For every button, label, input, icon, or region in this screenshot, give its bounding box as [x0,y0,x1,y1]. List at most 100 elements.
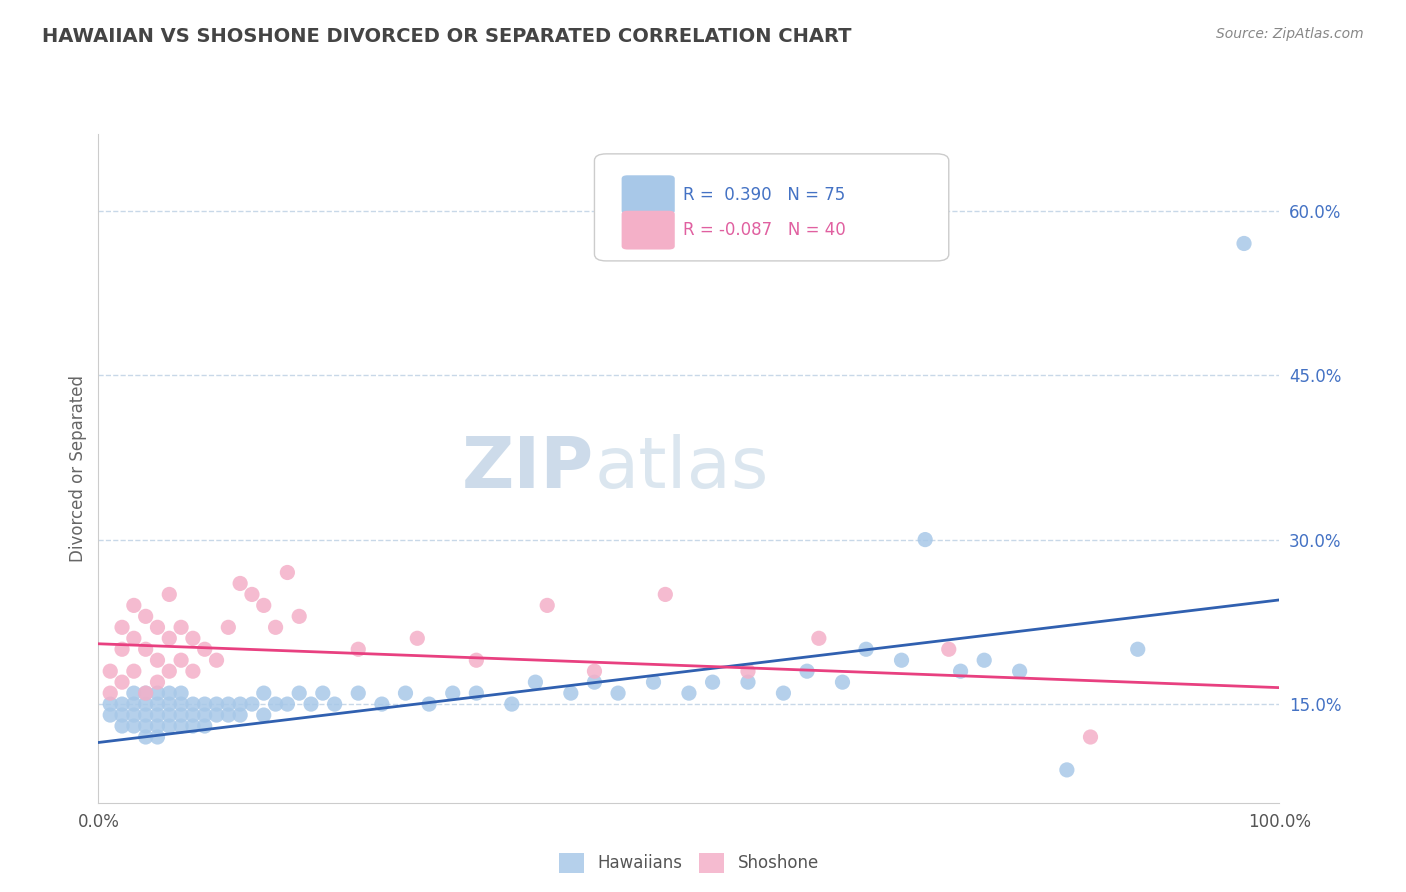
Point [312,686,335,700]
Point [347,686,370,700]
Point [194,642,217,657]
Point [146,653,169,667]
Point [418,697,440,711]
Point [772,686,794,700]
Point [276,697,298,711]
FancyBboxPatch shape [595,154,949,261]
Point [607,686,630,700]
Point [831,675,853,690]
Point [524,675,547,690]
Point [122,697,145,711]
Text: R = -0.087   N = 40: R = -0.087 N = 40 [683,221,846,239]
Point [347,642,370,657]
Point [111,697,134,711]
Point [111,719,134,733]
Point [536,599,558,613]
Point [181,632,204,646]
Point [855,642,877,657]
Text: ZIP: ZIP [463,434,595,503]
Point [181,719,204,733]
Point [702,675,724,690]
Point [229,697,252,711]
Point [264,620,287,634]
Point [253,686,276,700]
Point [111,708,134,723]
Point [98,708,121,723]
Point [1008,664,1031,678]
Point [737,664,759,678]
Point [253,708,276,723]
Y-axis label: Divorced or Separated: Divorced or Separated [69,375,87,562]
Point [122,664,145,678]
Point [122,686,145,700]
Point [229,576,252,591]
Point [217,697,239,711]
Point [371,697,394,711]
Point [583,664,606,678]
Point [914,533,936,547]
Point [217,708,239,723]
Point [643,675,665,690]
Point [253,599,276,613]
Point [654,587,676,601]
Point [170,686,193,700]
Point [98,697,121,711]
Point [170,697,193,711]
Point [299,697,322,711]
Point [264,697,287,711]
Point [135,719,157,733]
Point [276,566,298,580]
Point [157,587,180,601]
Point [441,686,464,700]
Point [146,697,169,711]
Point [122,719,145,733]
Point [973,653,995,667]
Point [229,708,252,723]
Point [1080,730,1102,744]
Point [135,697,157,711]
Point [98,664,121,678]
Point [135,730,157,744]
Point [288,686,311,700]
Point [157,708,180,723]
Point [135,642,157,657]
Point [1056,763,1078,777]
Point [170,708,193,723]
Point [135,686,157,700]
Point [560,686,582,700]
Point [181,708,204,723]
Text: HAWAIIAN VS SHOSHONE DIVORCED OR SEPARATED CORRELATION CHART: HAWAIIAN VS SHOSHONE DIVORCED OR SEPARAT… [42,27,852,45]
Point [98,686,121,700]
Point [1126,642,1149,657]
Point [157,632,180,646]
Point [111,642,134,657]
Point [323,697,346,711]
Point [796,664,818,678]
Point [135,686,157,700]
Point [146,620,169,634]
Point [240,697,263,711]
Point [135,708,157,723]
Point [181,697,204,711]
Point [111,675,134,690]
Point [194,708,217,723]
Point [501,697,523,711]
Point [146,708,169,723]
Point [122,632,145,646]
Point [146,730,169,744]
Point [170,620,193,634]
Point [205,653,228,667]
Point [157,686,180,700]
Point [217,620,239,634]
Point [205,708,228,723]
Point [146,686,169,700]
Point [157,719,180,733]
Point [146,675,169,690]
Point [194,697,217,711]
Point [1233,236,1256,251]
Point [194,719,217,733]
Text: Source: ZipAtlas.com: Source: ZipAtlas.com [1216,27,1364,41]
Point [807,632,830,646]
Point [288,609,311,624]
Point [890,653,912,667]
